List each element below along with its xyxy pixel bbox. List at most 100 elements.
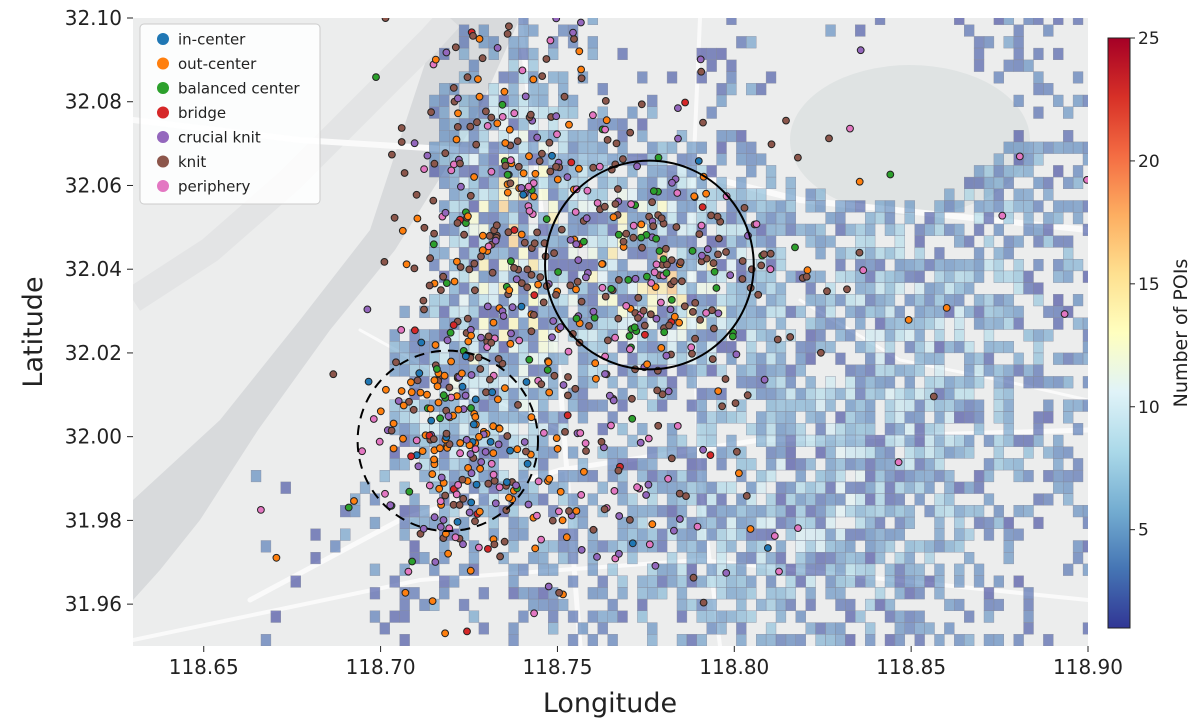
poi-cell (815, 446, 826, 459)
poi-cell (746, 305, 757, 318)
poi-cell (993, 446, 1005, 459)
node-point (614, 466, 623, 475)
poi-cell (597, 317, 608, 330)
node-point (649, 222, 658, 231)
poi-cell (983, 200, 995, 213)
poi-cell (488, 200, 499, 213)
poi-cell (716, 259, 727, 272)
poi-cell (597, 247, 608, 260)
node-point (413, 376, 422, 385)
poi-cell (983, 470, 995, 483)
node-point (423, 151, 432, 160)
poi-cell (825, 387, 836, 401)
poi-cell (508, 94, 519, 107)
node-point (430, 159, 439, 168)
node-point (486, 438, 495, 446)
node-point (549, 317, 558, 325)
poi-cell (914, 446, 925, 459)
poi-cell (884, 575, 896, 588)
node-point (601, 292, 610, 301)
node-point (555, 588, 563, 597)
poi-cell (894, 235, 906, 248)
poi-cell (795, 493, 806, 506)
poi-cell (548, 423, 559, 436)
node-point (733, 447, 741, 456)
poi-cell (775, 587, 787, 600)
node-point (634, 293, 643, 302)
poi-cell (647, 94, 658, 107)
node-point (475, 543, 483, 552)
y-tick-label: 32.02 (65, 341, 122, 365)
node-point (483, 122, 492, 130)
poi-cell (597, 481, 608, 494)
poi-cell (954, 317, 965, 330)
poi-cell (597, 106, 608, 119)
poi-cell (1003, 305, 1014, 318)
node-point (419, 296, 428, 305)
poi-cell (865, 598, 876, 611)
poi-cell (676, 528, 688, 541)
poi-cell (439, 176, 450, 190)
node-point (517, 184, 526, 192)
poi-cell (973, 305, 985, 318)
poi-cell (805, 481, 816, 494)
poi-cell (696, 282, 707, 295)
poi-cell (449, 294, 460, 307)
poi-cell (874, 200, 886, 213)
poi-cell (855, 223, 866, 236)
node-point (510, 109, 519, 118)
poi-cell (627, 528, 638, 541)
poi-cell (458, 141, 470, 154)
poi-cell (1043, 305, 1054, 318)
node-point (476, 365, 485, 373)
poi-cell (617, 575, 628, 588)
poi-cell (666, 329, 678, 342)
poi-cell (983, 259, 995, 272)
poi-cell (1062, 411, 1074, 424)
poi-cell (934, 352, 945, 365)
poi-cell (706, 411, 717, 424)
poi-cell (874, 446, 886, 459)
poi-cell (884, 364, 896, 377)
poi-cell (825, 305, 836, 318)
node-point (410, 139, 419, 148)
poi-cell (676, 212, 688, 225)
node-point (577, 297, 586, 306)
poi-cell (736, 364, 747, 377)
poi-cell (894, 223, 906, 236)
node-point (520, 438, 529, 446)
poi-cell (934, 563, 945, 576)
poi-cell (369, 516, 381, 529)
node-point (442, 429, 451, 438)
poi-cell (874, 305, 886, 318)
poi-cell (845, 270, 856, 283)
poi-cell (785, 399, 797, 412)
node-point (577, 491, 586, 499)
poi-cell (1072, 505, 1084, 518)
node-point (493, 119, 502, 128)
poi-cell (845, 446, 856, 459)
poi-cell (686, 200, 698, 213)
poi-cell (478, 622, 489, 635)
poi-cell (587, 235, 599, 248)
poi-cell (746, 329, 757, 342)
poi-cell (726, 282, 737, 295)
poi-cell (855, 294, 866, 307)
poi-cell (1013, 505, 1024, 518)
poi-cell (647, 247, 658, 260)
poi-cell (439, 118, 450, 131)
poi-cell (508, 411, 519, 424)
poi-cell (429, 329, 440, 342)
poi-cell (716, 47, 727, 60)
poi-cell (310, 528, 321, 541)
node-point (397, 387, 406, 395)
poi-cell (647, 528, 658, 541)
poi-cell (657, 446, 668, 459)
poi-cell (835, 352, 846, 365)
node-point (645, 540, 654, 549)
poi-cell (973, 59, 985, 72)
node-point (452, 135, 461, 144)
poi-cell (1003, 458, 1014, 471)
node-point (454, 405, 463, 414)
poi-cell (439, 83, 450, 96)
